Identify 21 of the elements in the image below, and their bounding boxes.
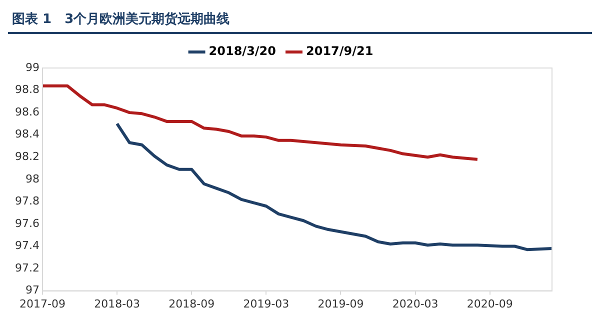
chart-title: 图表 1 3个月欧洲美元期货远期曲线 bbox=[8, 8, 592, 34]
y-tick-label: 99 bbox=[25, 60, 40, 74]
x-tick-label: 2017-09 bbox=[20, 297, 66, 310]
x-tick-label: 2018-03 bbox=[94, 297, 140, 310]
y-tick-label: 97.6 bbox=[14, 216, 40, 230]
legend-label: 2018/3/20 bbox=[208, 44, 276, 58]
x-tick-label: 2020-03 bbox=[392, 297, 438, 310]
y-tick-label: 98.4 bbox=[14, 128, 40, 141]
y-tick-label: 97.4 bbox=[14, 239, 40, 252]
y-tick-label: 97 bbox=[25, 284, 40, 297]
y-tick-label: 98 bbox=[25, 172, 40, 186]
x-tick-label: 2018-09 bbox=[168, 297, 215, 310]
y-tick-label: 98.6 bbox=[14, 105, 40, 118]
y-tick-label: 98.8 bbox=[14, 83, 40, 96]
x-tick-label: 2019-09 bbox=[318, 297, 364, 310]
legend-label: 2017/9/21 bbox=[306, 44, 374, 58]
y-tick-label: 98.2 bbox=[14, 150, 40, 163]
x-tick-label: 2019-03 bbox=[243, 297, 290, 310]
y-tick-label: 97.8 bbox=[14, 194, 40, 208]
y-tick-label: 97.2 bbox=[14, 261, 40, 274]
x-tick-label: 2020-09 bbox=[466, 297, 513, 310]
